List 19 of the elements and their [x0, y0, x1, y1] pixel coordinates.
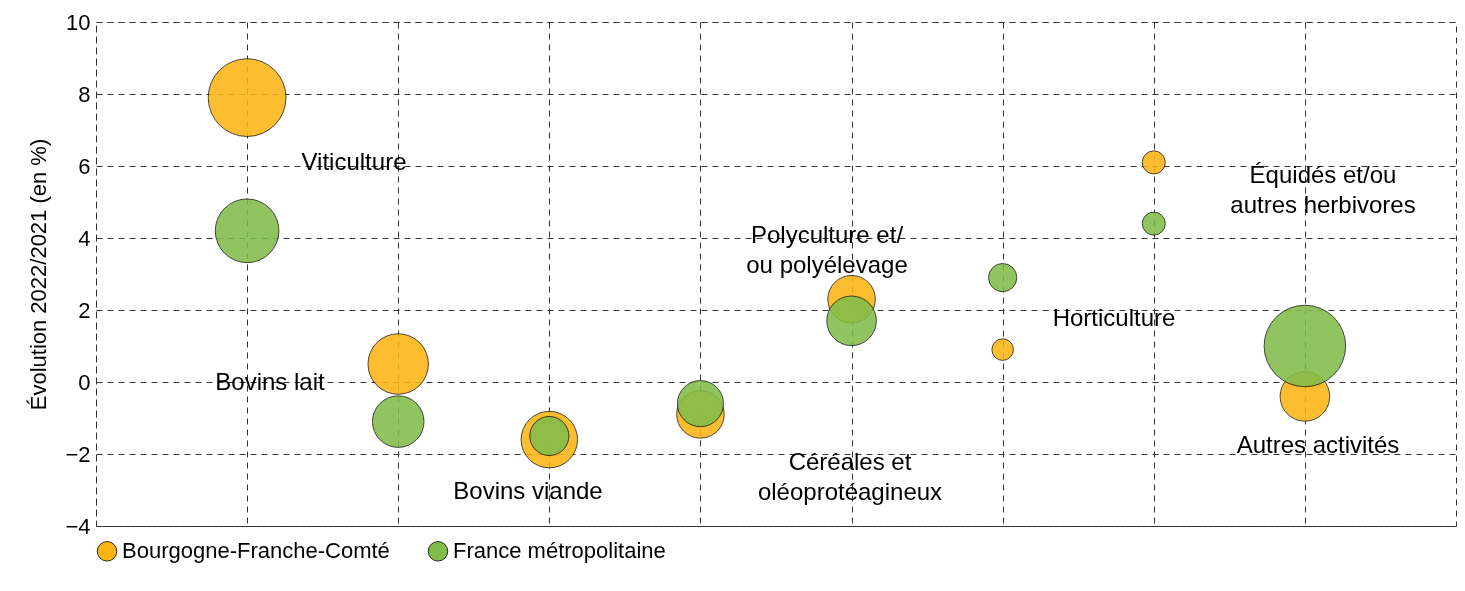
- annotation: Horticulture: [1052, 304, 1176, 331]
- annotation: Autres activités: [1236, 431, 1400, 458]
- annotation: Céréales et oléoprotéagineux: [757, 448, 943, 505]
- annotation: Équidés et/ou autres herbivores: [1230, 161, 1416, 218]
- y-tick-label: 10: [66, 9, 91, 35]
- legend-label: France métropolitaine: [453, 538, 666, 564]
- legend-label: Bourgogne-Franche-Comté: [122, 538, 390, 564]
- y-tick-label: 6: [78, 153, 91, 179]
- annotation: Viticulture: [301, 148, 407, 175]
- annotation: Bovins viande: [453, 477, 603, 504]
- annotation: Bovins lait: [215, 368, 326, 395]
- y-tick-label: 8: [78, 81, 91, 107]
- y-tick-label: 2: [78, 297, 91, 323]
- y-tick-label: −4: [65, 513, 91, 539]
- y-tick-label: 0: [78, 369, 91, 395]
- y-tick-label: 4: [78, 225, 91, 251]
- y-axis-title: Évolution 2022/2021 (en %): [26, 138, 52, 411]
- y-tick-label: −2: [65, 441, 91, 467]
- annotation: Polyculture et/ ou polyélevage: [746, 221, 908, 278]
